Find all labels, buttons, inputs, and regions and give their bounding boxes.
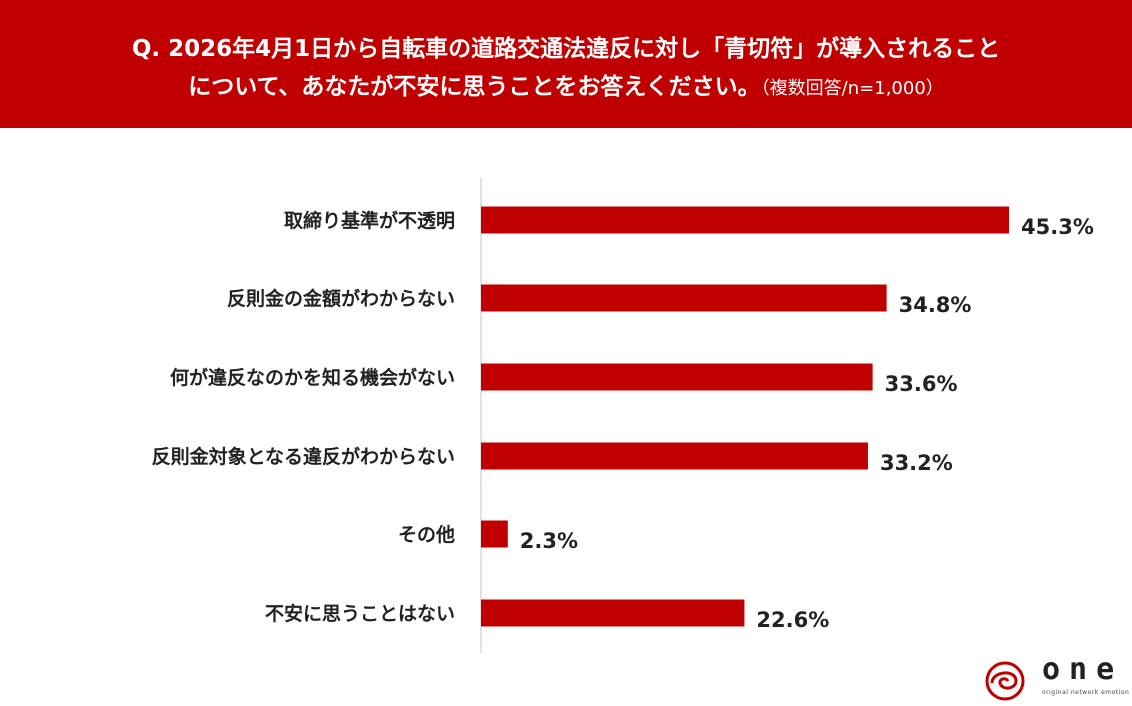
bar xyxy=(481,284,887,312)
category-label: 不安に思うことはない xyxy=(265,602,455,625)
respondent-note: （複数回答/n=1,000） xyxy=(760,78,944,99)
logo-tagline: original network emotion xyxy=(1042,689,1130,696)
bar xyxy=(481,206,1009,234)
question-text: について、あなたが不安に思うことをお答えください。 xyxy=(188,74,761,100)
bar xyxy=(481,520,508,548)
bar-chart: 取締り基準が不透明 45.3% 反則金の金額がわからない 34.8% 何が違反なのかを知… xyxy=(152,178,1094,653)
question-header: Q. 2026年4月1日から自転車の道路交通法違反に対し「青切符」が導入されるこ… xyxy=(0,0,1132,128)
category-label: 取締り基準が不透明 xyxy=(284,209,455,232)
bar xyxy=(481,599,745,627)
value-label: 33.6% xyxy=(885,372,958,396)
swirl-logo-icon xyxy=(985,661,1025,701)
logo-wordmark: one xyxy=(1042,652,1124,687)
value-label: 22.6% xyxy=(756,608,829,632)
category-label: 何が違反なのかを知る機会がない xyxy=(170,366,455,389)
question-line-1: Q. 2026年4月1日から自転車の道路交通法違反に対し「青切符」が導入されるこ… xyxy=(131,36,1001,62)
question-line-2: について、あなたが不安に思うことをお答えください。（複数回答/n=1,000） xyxy=(0,68,1132,108)
bar xyxy=(481,442,868,470)
bar xyxy=(481,363,873,391)
value-label: 34.8% xyxy=(899,293,972,317)
value-label: 2.3% xyxy=(520,529,578,553)
value-label: 45.3% xyxy=(1021,215,1094,239)
value-label: 33.2% xyxy=(880,451,953,475)
category-label: その他 xyxy=(398,523,455,546)
category-label: 反則金の金額がわからない xyxy=(227,287,455,310)
category-label: 反則金対象となる違反がわからない xyxy=(152,445,455,468)
